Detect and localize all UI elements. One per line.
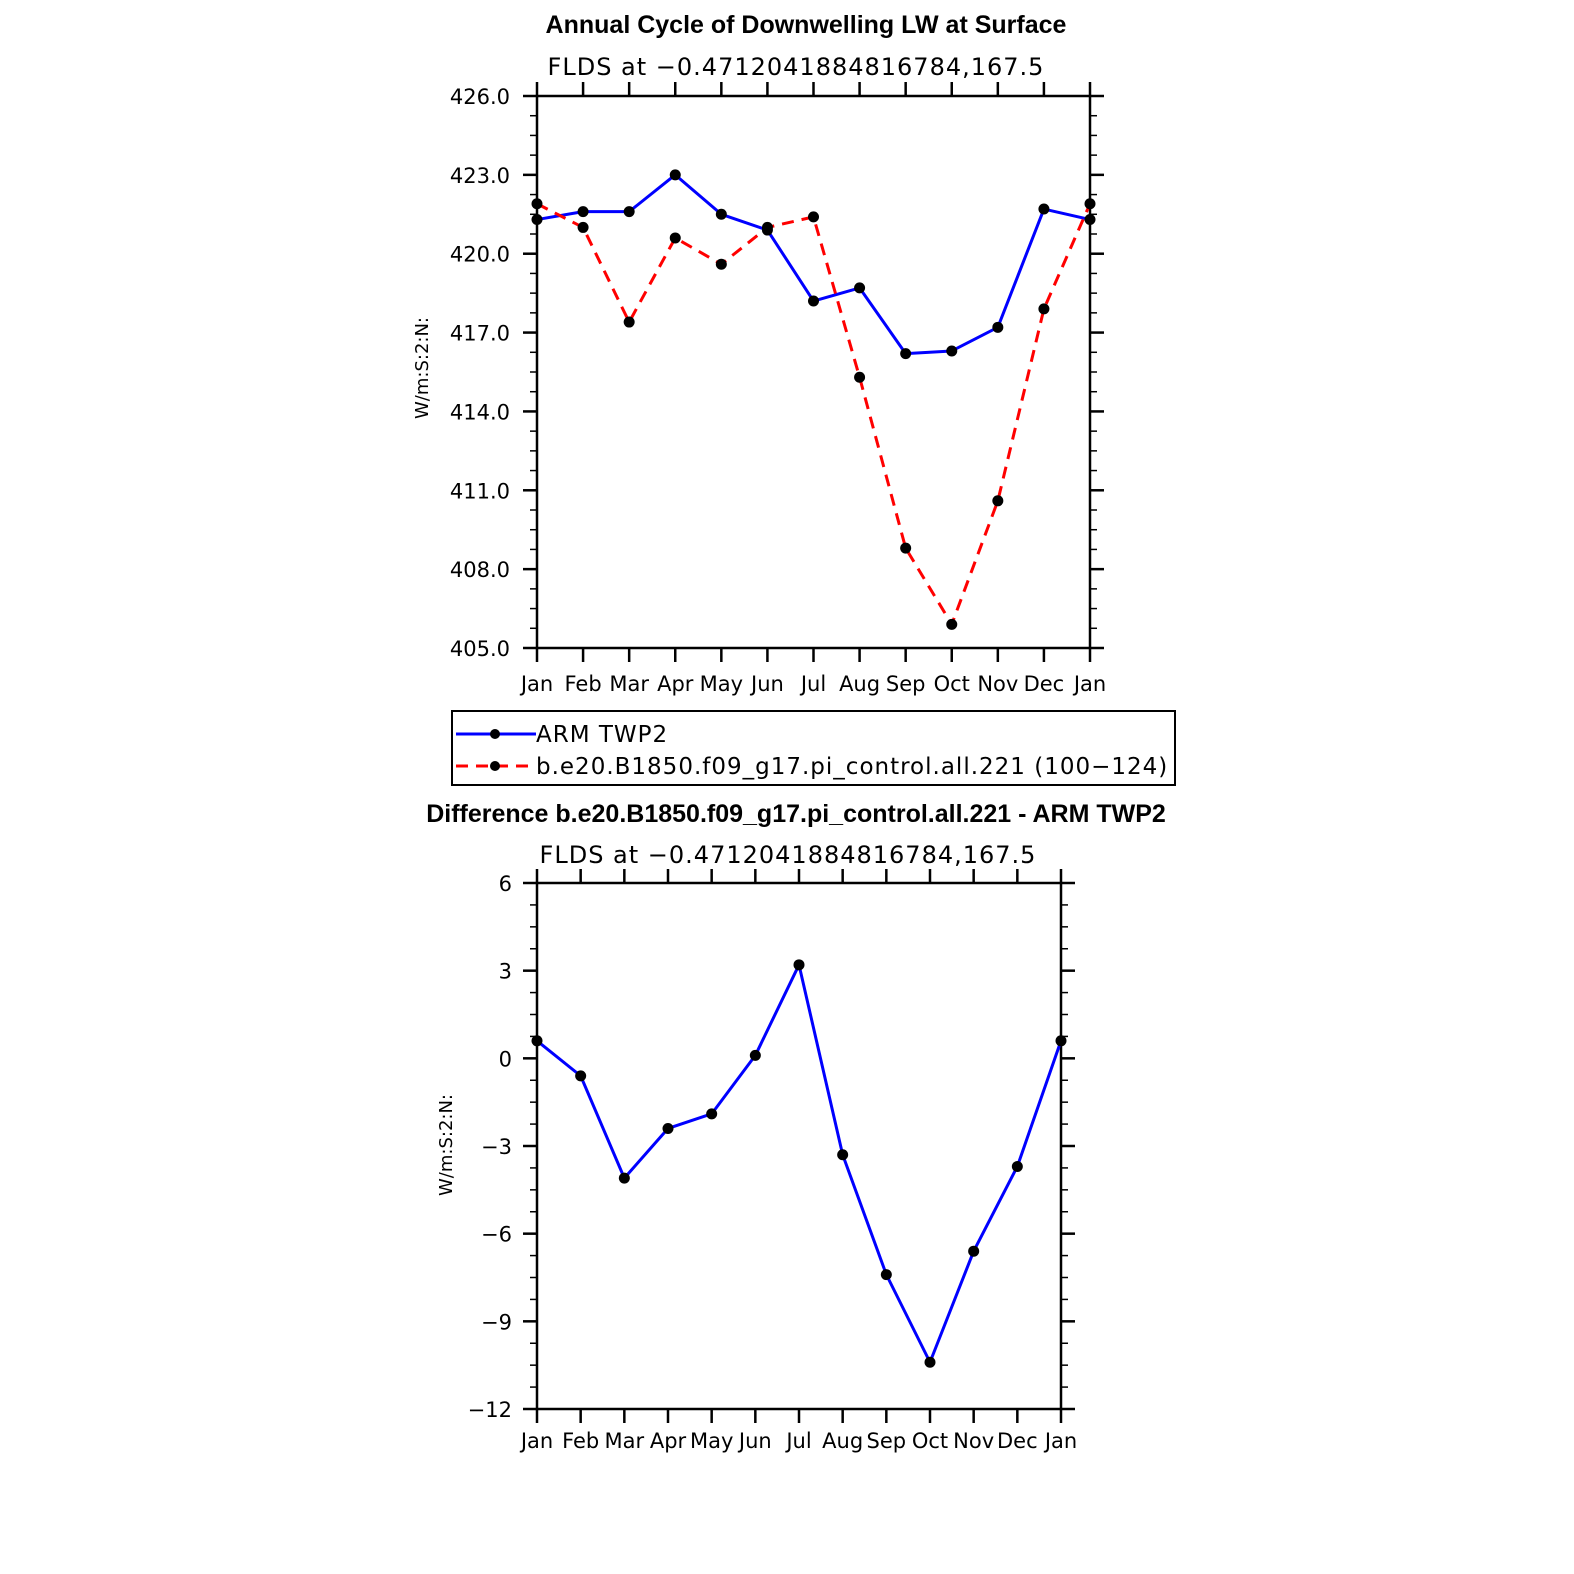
x-tick-label: Jan bbox=[1072, 672, 1106, 696]
series-line-0 bbox=[536, 173, 1091, 356]
series-0-point bbox=[662, 1122, 674, 1134]
chart1-ylabel: W/m:S:2:N: bbox=[412, 317, 433, 419]
x-tick-label: Nov bbox=[977, 672, 1018, 696]
y-tick-label: 411.0 bbox=[450, 479, 510, 503]
y-tick-label: −6 bbox=[481, 1223, 512, 1247]
series-1-point bbox=[1084, 198, 1096, 210]
y-tick-label: 426.0 bbox=[450, 85, 510, 109]
y-tick-label: 417.0 bbox=[450, 322, 510, 346]
y-tick-label: 420.0 bbox=[450, 243, 510, 267]
series-1-point bbox=[715, 258, 727, 270]
series-1-point bbox=[946, 618, 958, 630]
series-0-point bbox=[715, 208, 727, 220]
chart2-plot: Jan Feb Mar Apr May Jun Jul Aug Sep Oct Nov Dec Jan−… bbox=[468, 869, 1077, 1453]
y-tick-label: −9 bbox=[481, 1310, 512, 1334]
x-tick-label: Jun bbox=[749, 672, 784, 696]
chart2-title: Difference b.e20.B1850.f09_g17.pi_contro… bbox=[426, 800, 1166, 828]
legend-label-model: b.e20.B1850.f09_g17.pi_control.all.221 (… bbox=[536, 754, 1168, 780]
series-0-point bbox=[1011, 1160, 1023, 1172]
series-0-point bbox=[880, 1269, 892, 1281]
legend-marker-model bbox=[490, 761, 500, 771]
series-line-1 bbox=[536, 202, 1092, 626]
series-0-point bbox=[531, 1035, 543, 1047]
series-line-0 bbox=[536, 963, 1063, 1364]
x-tick-label: Aug bbox=[822, 1429, 863, 1453]
series-0-point bbox=[808, 295, 819, 307]
series-1-point bbox=[531, 198, 543, 210]
series-0-point bbox=[968, 1245, 980, 1257]
y-tick-label: 414.0 bbox=[450, 400, 510, 424]
series-0-point bbox=[793, 959, 805, 971]
y-tick-label: −3 bbox=[481, 1135, 512, 1159]
x-tick-label: Dec bbox=[1024, 672, 1065, 696]
x-tick-label: Feb bbox=[564, 672, 601, 696]
series-0-point bbox=[900, 348, 912, 360]
series-0-point bbox=[575, 1070, 587, 1082]
y-tick-label: 3 bbox=[499, 960, 512, 984]
series-1-point bbox=[1038, 303, 1050, 315]
series-1-point bbox=[854, 371, 866, 383]
x-tick-label: Jan bbox=[519, 672, 553, 696]
series-0-point bbox=[749, 1049, 761, 1061]
x-tick-label: Mar bbox=[605, 1429, 645, 1453]
x-tick-label: Jul bbox=[784, 1429, 811, 1453]
x-tick-label: Apr bbox=[657, 672, 694, 696]
series-0-point bbox=[531, 214, 543, 226]
y-tick-label: 405.0 bbox=[450, 637, 510, 661]
series-1-point bbox=[808, 211, 819, 223]
x-tick-label: Sep bbox=[867, 1429, 907, 1453]
series-0-point bbox=[618, 1172, 630, 1184]
series-0-point bbox=[837, 1149, 849, 1161]
x-tick-label: Jan bbox=[1043, 1429, 1077, 1453]
y-tick-label: −12 bbox=[468, 1398, 512, 1422]
plot-frame bbox=[535, 94, 1092, 650]
series-1-point bbox=[761, 221, 773, 233]
x-tick-label: Mar bbox=[609, 672, 649, 696]
series-0-point bbox=[924, 1356, 936, 1368]
x-tick-label: Jun bbox=[737, 1429, 772, 1453]
y-tick-label: 408.0 bbox=[450, 558, 510, 582]
x-tick-label: Oct bbox=[934, 672, 970, 696]
x-tick-label: Oct bbox=[912, 1429, 948, 1453]
series-0-point bbox=[669, 169, 681, 181]
legend-label-arm: ARM TWP2 bbox=[536, 722, 668, 748]
chart1-subtitle: FLDS at −0.4712041884816784,167.5 bbox=[548, 53, 1045, 81]
legend-marker-arm bbox=[490, 729, 500, 739]
series-1-point bbox=[577, 221, 589, 233]
series-1-point bbox=[669, 232, 681, 244]
series-1-point bbox=[623, 316, 635, 328]
series-0-point bbox=[1084, 214, 1096, 226]
series-1-point bbox=[992, 495, 1004, 507]
x-tick-label: Sep bbox=[886, 672, 926, 696]
series-0-point bbox=[946, 345, 958, 357]
x-tick-label: Jan bbox=[519, 1429, 553, 1453]
series-1-point bbox=[900, 542, 912, 554]
y-tick-label: 0 bbox=[499, 1047, 512, 1071]
series-0-point bbox=[854, 282, 866, 294]
series-0-point bbox=[577, 206, 589, 218]
x-tick-label: Dec bbox=[997, 1429, 1038, 1453]
series-0-point bbox=[1055, 1035, 1067, 1047]
x-tick-label: Nov bbox=[953, 1429, 994, 1453]
series-0-point bbox=[992, 321, 1004, 333]
y-tick-label: 423.0 bbox=[450, 164, 510, 188]
series-0-point bbox=[623, 206, 635, 218]
chart2-ylabel: W/m:S:2:N: bbox=[436, 1094, 457, 1196]
x-tick-label: May bbox=[700, 672, 743, 696]
chart2-subtitle: FLDS at −0.4712041884816784,167.5 bbox=[540, 841, 1037, 869]
series-0-point bbox=[706, 1108, 718, 1120]
chart1-title: Annual Cycle of Downwelling LW at Surfac… bbox=[546, 11, 1067, 39]
chart1-legend: ARM TWP2 b.e20.B1850.f09_g17.pi_control.… bbox=[451, 710, 1176, 786]
legend-box bbox=[451, 710, 1176, 786]
y-tick-label: 6 bbox=[499, 872, 512, 896]
x-tick-label: Aug bbox=[839, 672, 880, 696]
x-tick-label: Jul bbox=[799, 672, 826, 696]
series-0-point bbox=[1038, 203, 1050, 215]
x-tick-label: Apr bbox=[650, 1429, 687, 1453]
chart1-plot: Jan Feb Mar Apr May Jun Jul Aug Sep Oct Nov Dec Jan 4… bbox=[450, 82, 1106, 696]
x-tick-label: May bbox=[690, 1429, 733, 1453]
x-tick-label: Feb bbox=[562, 1429, 599, 1453]
